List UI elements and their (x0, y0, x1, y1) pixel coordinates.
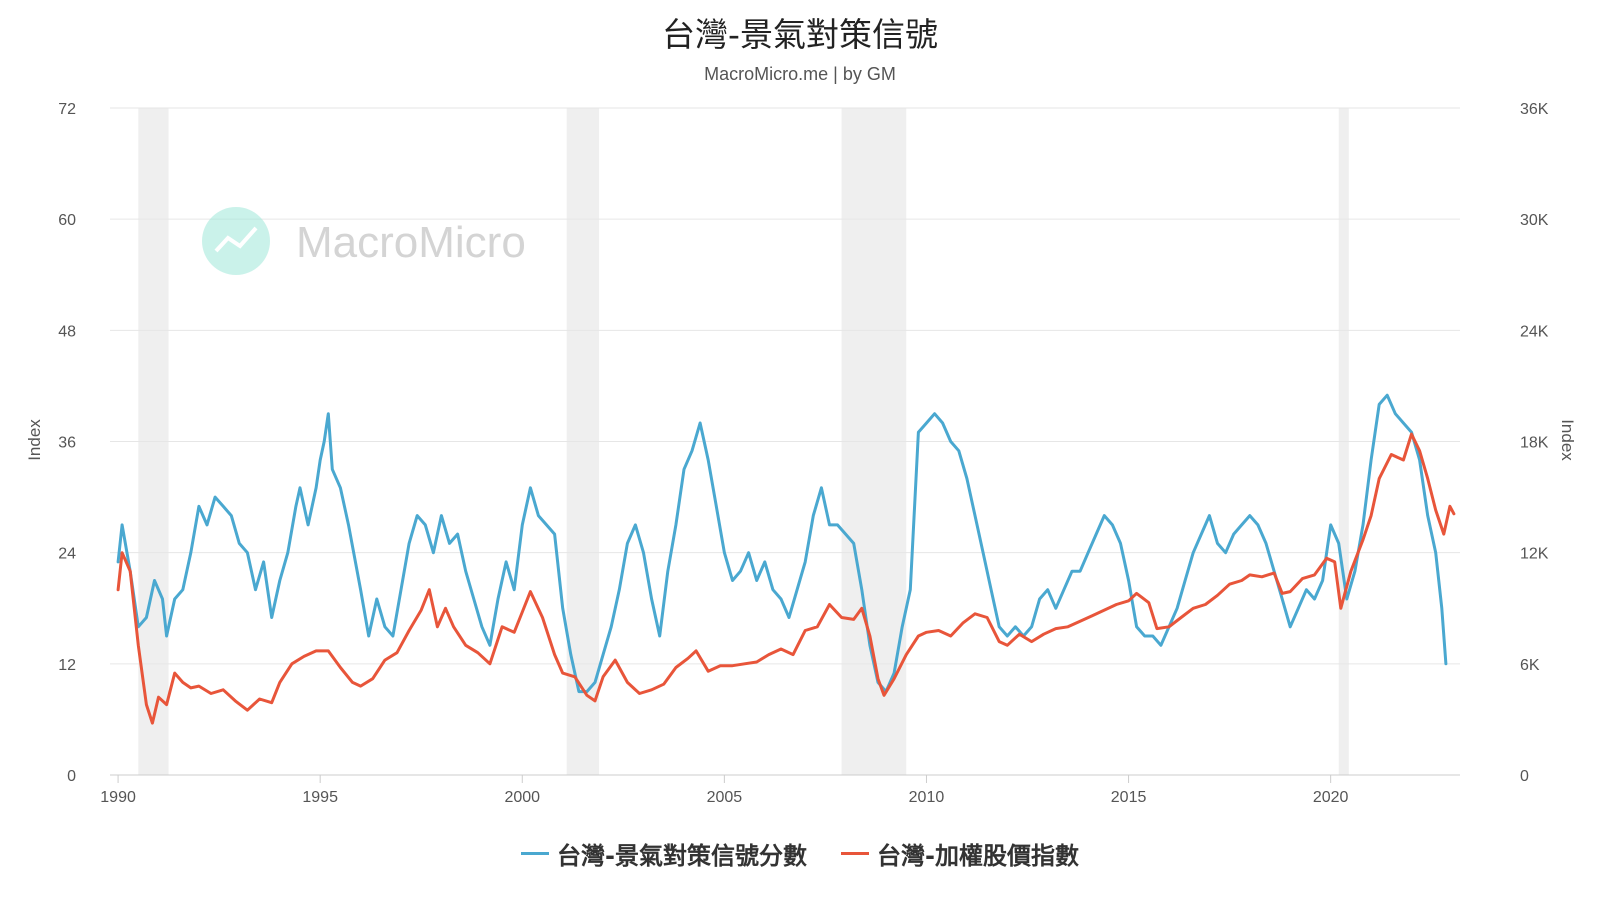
x-tick-label: 2020 (1313, 789, 1349, 806)
x-tick-label: 2010 (909, 789, 945, 806)
y-right-tick-label: 18K (1520, 435, 1549, 452)
y-right-tick-label: 12K (1520, 546, 1549, 563)
y-left-tick-label: 36 (58, 435, 76, 452)
y-left-tick-label: 60 (58, 212, 76, 229)
watermark-logo-glyph (214, 226, 258, 253)
series-line-0 (116, 393, 1448, 694)
legend-label-taiex: 台灣-加權股價指數 (877, 842, 1079, 870)
y-right-tick-label: 24K (1520, 323, 1549, 340)
x-tick-label: 2000 (504, 789, 540, 806)
legend-swatch-business-signal (521, 852, 550, 855)
y-left-tick-label: 48 (58, 323, 76, 340)
y-left-tick-label: 24 (58, 546, 76, 563)
legend-item-business-signal[interactable]: 台灣-景氣對策信號分數 (521, 836, 807, 871)
chart-title: 台灣-景氣對策信號 (662, 15, 938, 54)
grid-lines (110, 107, 1460, 776)
legend-label-business-signal: 台灣-景氣對策信號分數 (557, 842, 807, 870)
x-tick-label: 1990 (100, 789, 136, 806)
watermark: MacroMicro (202, 207, 526, 275)
axes: 0 12 24 36 48 60 72 0 6K 12K 18K 24K 30K 36K 1990 1995 2… (58, 101, 1549, 806)
x-tick-label: 2005 (707, 789, 743, 806)
x-tick-label: 1995 (302, 789, 338, 806)
y-right-tick-label: 6K (1520, 657, 1540, 674)
y-right-tick-label: 30K (1520, 212, 1549, 229)
series (116, 393, 1456, 725)
y-right-tick-label: 0 (1520, 768, 1529, 785)
y-left-tick-label: 0 (67, 768, 76, 785)
y-axis-right-title: Index (1558, 419, 1577, 461)
legend: 台灣-景氣對策信號分數 台灣-加權股價指數 (0, 836, 1600, 871)
series-line-1 (116, 432, 1456, 725)
y-axis-left-title: Index (25, 419, 44, 461)
chart-subtitle: MacroMicro.me | by GM (704, 64, 896, 84)
legend-swatch-taiex (841, 852, 869, 855)
x-tick-label: 2015 (1111, 789, 1147, 806)
y-left-tick-label: 12 (58, 657, 76, 674)
y-right-tick-label: 36K (1520, 101, 1549, 118)
y-left-tick-label: 72 (58, 101, 76, 118)
legend-item-taiex[interactable]: 台灣-加權股價指數 (841, 836, 1079, 871)
watermark-text: MacroMicro (296, 218, 526, 267)
